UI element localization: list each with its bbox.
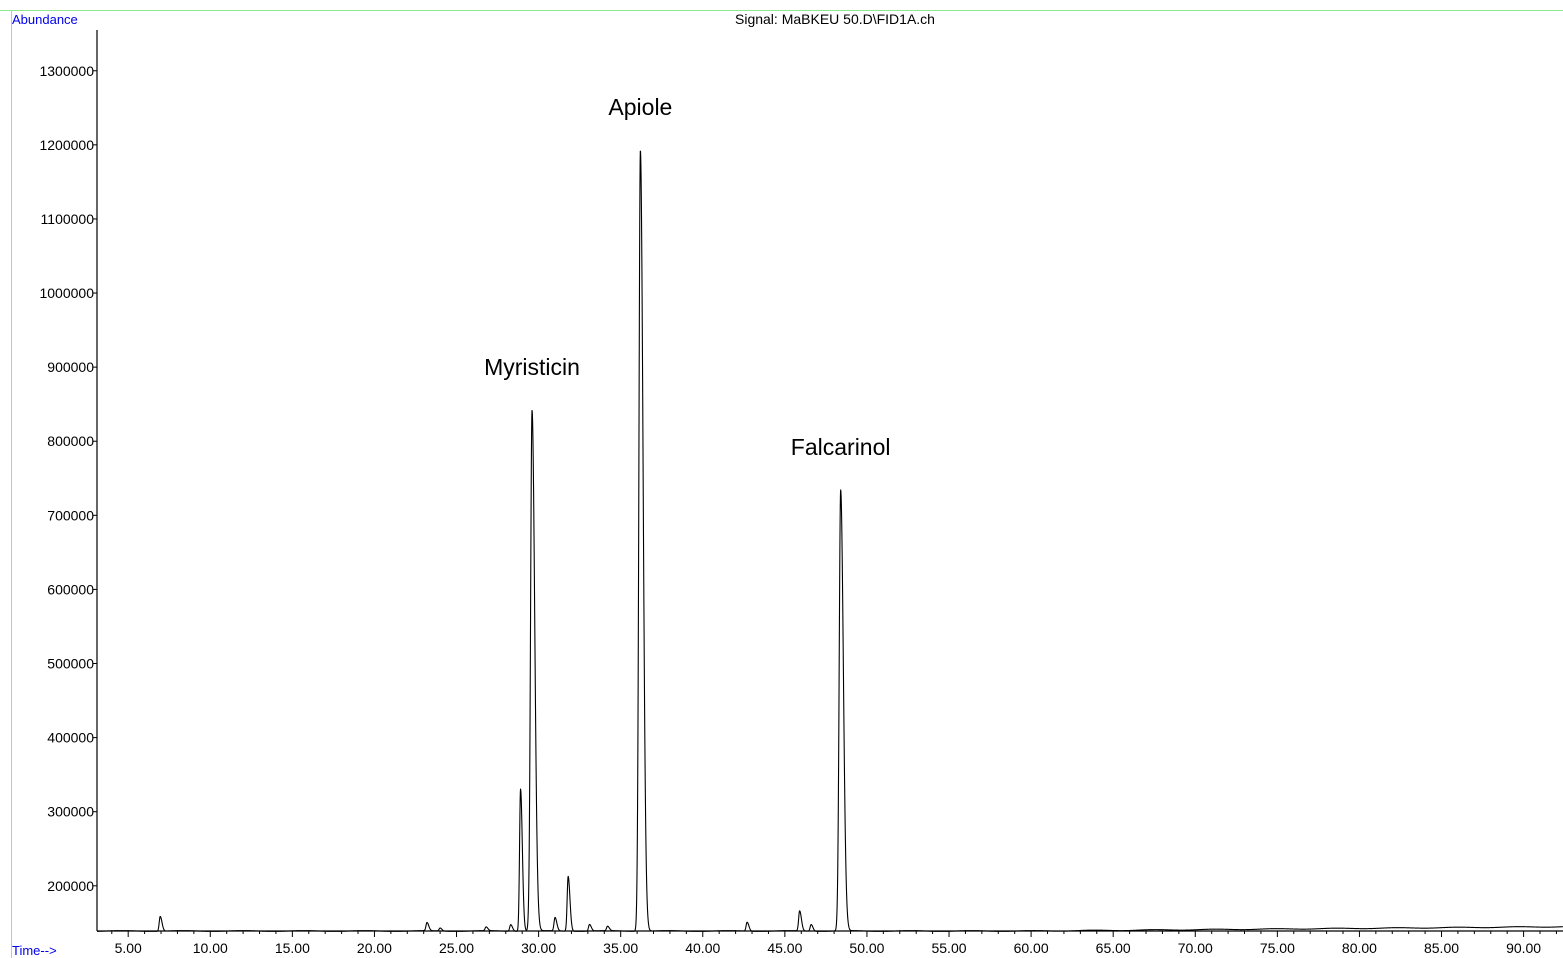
y-axis-ticks: 200000 300000 400000 500000 600000 700000 8000…	[39, 63, 97, 894]
x-tick-label: 90.00	[1506, 940, 1541, 956]
x-tick-label: 20.00	[357, 940, 392, 956]
peak-label-apiole: Apiole	[608, 94, 672, 120]
x-tick-label: 5.00	[115, 940, 142, 956]
x-tick-label: 25.00	[439, 940, 474, 956]
x-axis-title: Time-->	[12, 943, 57, 958]
y-tick-label: 1200000	[39, 137, 94, 153]
chromatogram-trace	[96, 150, 1563, 932]
x-tick-label: 10.00	[193, 940, 228, 956]
y-tick-label: 600000	[47, 581, 94, 597]
x-tick-label: 80.00	[1342, 940, 1377, 956]
x-axis-ticks: 5.00 10.00 15.00 20.00 25.00 30.00 35.00 40.00 4…	[115, 931, 1541, 956]
x-tick-label: 35.00	[603, 940, 638, 956]
y-tick-label: 1300000	[39, 63, 94, 79]
x-tick-label: 40.00	[685, 940, 720, 956]
y-tick-label: 1000000	[39, 285, 94, 301]
y-tick-label: 700000	[47, 507, 94, 523]
x-tick-label: 55.00	[931, 940, 966, 956]
y-axis-title: Abundance	[12, 12, 78, 27]
y-tick-label: 900000	[47, 359, 94, 375]
y-tick-label: 1100000	[41, 211, 95, 227]
y-tick-label: 500000	[47, 656, 94, 672]
x-tick-label: 75.00	[1260, 940, 1295, 956]
y-tick-label: 800000	[47, 433, 94, 449]
x-tick-label: 70.00	[1178, 940, 1213, 956]
peak-label-falcarinol: Falcarinol	[791, 434, 891, 460]
x-tick-label: 60.00	[1014, 940, 1049, 956]
y-tick-label: 400000	[47, 730, 94, 746]
x-tick-label: 15.00	[275, 940, 310, 956]
x-tick-label: 85.00	[1424, 940, 1459, 956]
y-tick-label: 300000	[47, 804, 94, 820]
chart-title: Signal: MaBKEU 50.D\FID1A.ch	[735, 11, 935, 27]
x-tick-label: 50.00	[849, 940, 884, 956]
peak-labels: Myristicin Apiole Falcarinol	[484, 94, 890, 460]
x-tick-label: 30.00	[521, 940, 556, 956]
peak-label-myristicin: Myristicin	[484, 354, 580, 380]
x-tick-label: 45.00	[767, 940, 802, 956]
y-tick-label: 200000	[47, 878, 94, 894]
x-tick-label: 65.00	[1096, 940, 1131, 956]
